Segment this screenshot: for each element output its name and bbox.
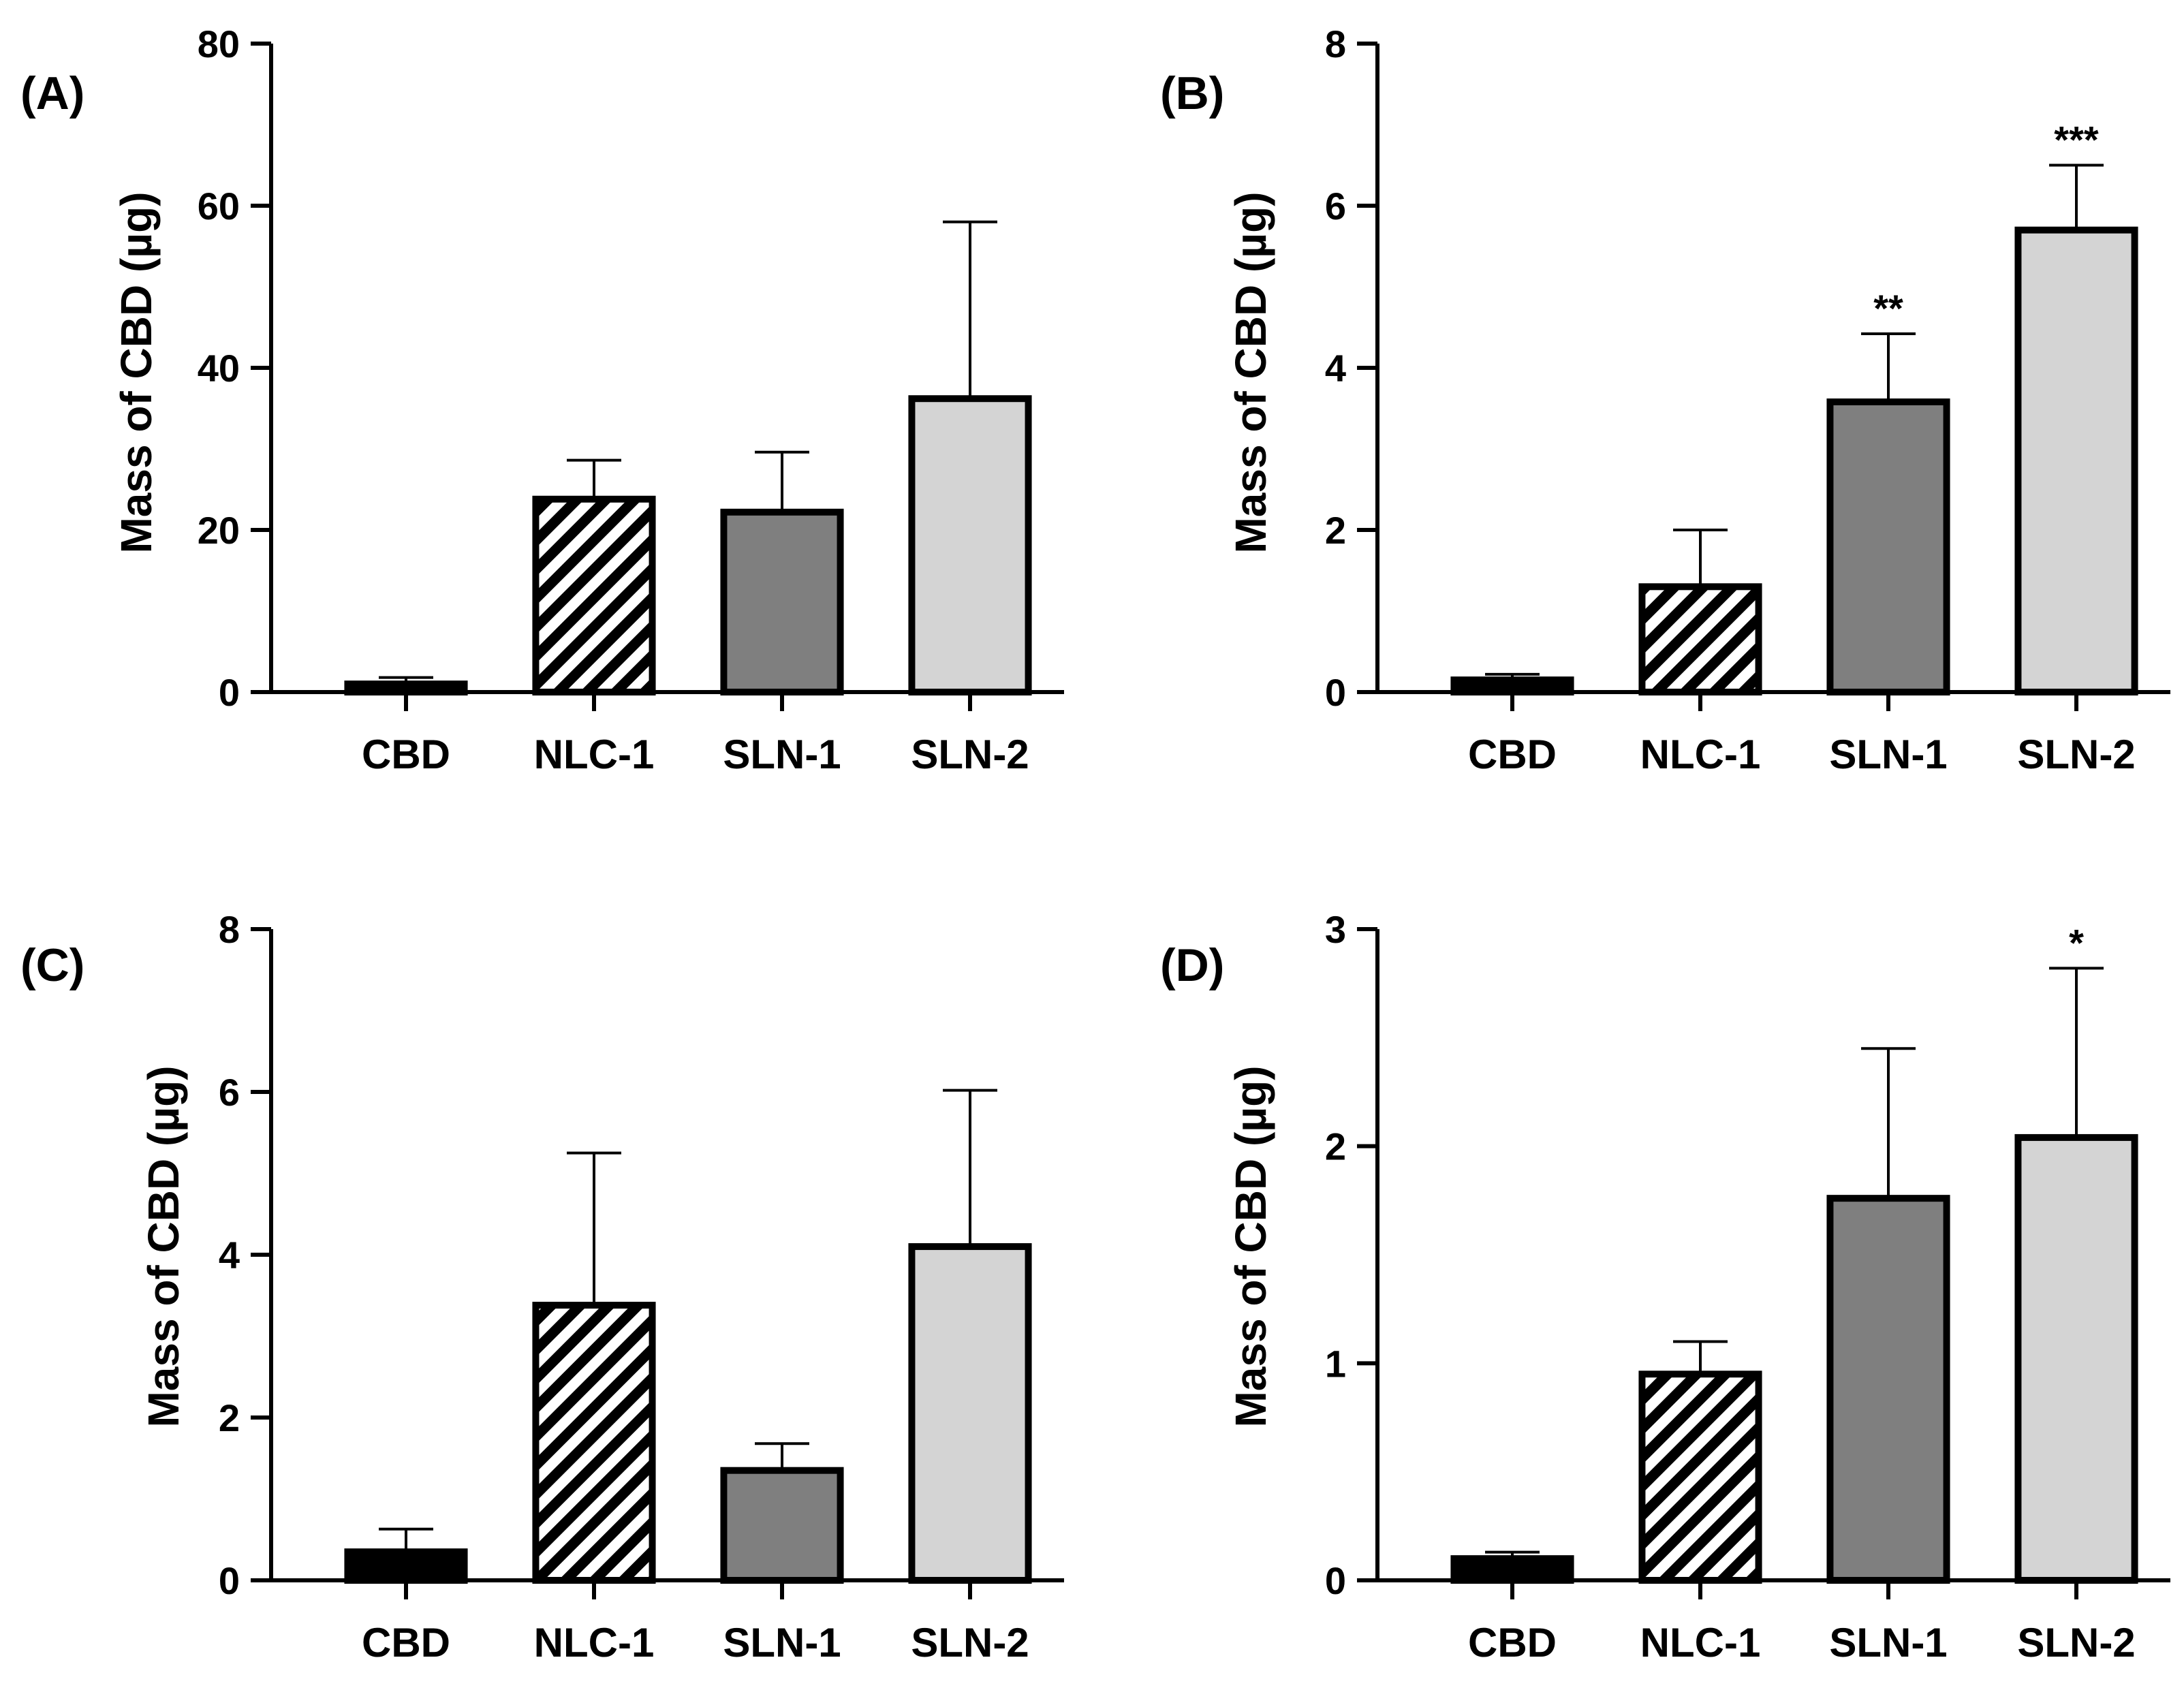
y-tick-label: 2 — [219, 1396, 240, 1439]
y-axis-title: Mass of CBD (µg) — [112, 191, 161, 553]
bar-sln-1 — [1826, 398, 1950, 695]
chart-panel-b: (B) Mass of CBD (µg) 0 2 4 6 8 CBD NLC-1 SLN-1 *… — [1160, 22, 2170, 777]
y-tick-label: 2 — [1325, 509, 1346, 552]
y-tick-label: 8 — [1325, 22, 1346, 65]
y-tick-label: 4 — [219, 1234, 240, 1277]
x-tick-label: SLN-2 — [2017, 732, 2135, 777]
bar-sln-1 — [720, 1467, 844, 1584]
x-tick-label: SLN-2 — [2017, 1620, 2135, 1665]
x-tick-label: NLC-1 — [534, 732, 655, 777]
panel-label: (B) — [1160, 67, 1224, 119]
bar-sln-2 — [908, 1243, 1032, 1584]
y-tick-label: 0 — [1325, 671, 1346, 714]
y-axis-title: Mass of CBD (µg) — [1226, 1065, 1275, 1427]
y-tick-label: 0 — [219, 671, 240, 714]
y-tick-label: 0 — [219, 1559, 240, 1602]
x-tick-label: NLC-1 — [1640, 732, 1761, 777]
y-tick-label: 0 — [1325, 1559, 1346, 1602]
y-tick-label: 3 — [1325, 908, 1346, 951]
x-tick-label: CBD — [362, 1620, 450, 1665]
chart-panel-d: (D) Mass of CBD (µg) 0 1 2 3 CBD NLC-1 SLN-1 SL… — [1160, 908, 2170, 1665]
panel-label: (A) — [20, 67, 84, 119]
chart-panel-c: (C) Mass of CBD (µg) 0 2 4 6 8 CBD NLC-1 SLN-1 S… — [20, 908, 1064, 1665]
y-axis-title: Mass of CBD (µg) — [1226, 191, 1275, 553]
chart-panel-a: (A) Mass of CBD (µg) 0 20 40 60 80 CBD NLC-1 SL… — [20, 22, 1064, 777]
x-tick-label: CBD — [1468, 732, 1557, 777]
significance-label: ** — [1873, 287, 1903, 330]
x-tick-label: SLN-1 — [723, 732, 841, 777]
x-tick-label: SLN-1 — [1829, 1620, 1947, 1665]
x-tick-label: CBD — [1468, 1620, 1557, 1665]
bar-cbd — [344, 1548, 468, 1584]
y-tick-label: 8 — [219, 908, 240, 951]
y-tick-label: 4 — [1325, 347, 1346, 390]
y-tick-label: 1 — [1325, 1342, 1346, 1385]
y-tick-label: 20 — [198, 509, 240, 552]
bar-sln-2 — [2014, 226, 2138, 695]
y-tick-label: 60 — [198, 185, 240, 228]
x-tick-label: SLN-2 — [911, 1620, 1029, 1665]
bar-nlc-1 — [532, 1302, 656, 1584]
bar-sln-1 — [720, 508, 844, 695]
y-tick-label: 40 — [198, 347, 240, 390]
x-tick-label: SLN-2 — [911, 732, 1029, 777]
x-tick-label: CBD — [362, 732, 450, 777]
panel-label: (D) — [1160, 939, 1224, 991]
x-tick-label: SLN-1 — [1829, 732, 1947, 777]
significance-label: * — [2069, 921, 2084, 964]
bar-cbd — [1450, 1555, 1574, 1584]
bar-nlc-1 — [532, 495, 656, 696]
bar-sln-1 — [1826, 1195, 1950, 1584]
bar-sln-2 — [908, 395, 1032, 695]
significance-label: *** — [2054, 119, 2099, 161]
x-tick-label: NLC-1 — [534, 1620, 655, 1665]
bar-sln-2 — [2014, 1133, 2138, 1584]
y-tick-label: 2 — [1325, 1125, 1346, 1168]
y-tick-label: 6 — [219, 1071, 240, 1114]
bar-nlc-1 — [1638, 583, 1762, 695]
y-axis-title: Mass of CBD (µg) — [139, 1065, 188, 1427]
panel-label: (C) — [20, 939, 84, 991]
x-tick-label: SLN-1 — [723, 1620, 841, 1665]
bar-nlc-1 — [1638, 1371, 1762, 1584]
y-tick-label: 80 — [198, 22, 240, 65]
y-tick-label: 6 — [1325, 185, 1346, 228]
x-tick-label: NLC-1 — [1640, 1620, 1761, 1665]
